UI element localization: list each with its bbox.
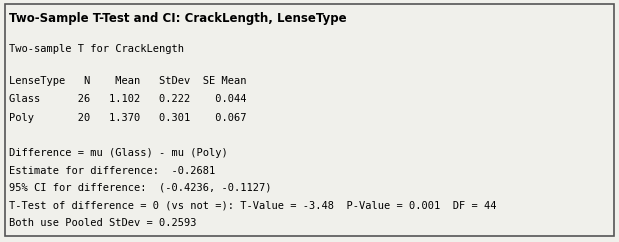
Text: Difference = mu (Glass) - mu (Poly): Difference = mu (Glass) - mu (Poly) <box>9 148 227 158</box>
Text: Estimate for difference:  -0.2681: Estimate for difference: -0.2681 <box>9 166 215 176</box>
Text: Glass      26   1.102   0.222    0.044: Glass 26 1.102 0.222 0.044 <box>9 94 246 104</box>
Text: T-Test of difference = 0 (vs not =): T-Value = -3.48  P-Value = 0.001  DF = 44: T-Test of difference = 0 (vs not =): T-V… <box>9 201 496 211</box>
Text: Two-sample T for CrackLength: Two-sample T for CrackLength <box>9 44 184 53</box>
FancyBboxPatch shape <box>5 4 614 236</box>
Text: LenseType   N    Mean   StDev  SE Mean: LenseType N Mean StDev SE Mean <box>9 76 246 86</box>
Text: Poly       20   1.370   0.301    0.067: Poly 20 1.370 0.301 0.067 <box>9 113 246 122</box>
Text: Both use Pooled StDev = 0.2593: Both use Pooled StDev = 0.2593 <box>9 218 196 228</box>
Text: Two-Sample T-Test and CI: CrackLength, LenseType: Two-Sample T-Test and CI: CrackLength, L… <box>9 12 346 25</box>
Text: 95% CI for difference:  (-0.4236, -0.1127): 95% CI for difference: (-0.4236, -0.1127… <box>9 183 271 193</box>
